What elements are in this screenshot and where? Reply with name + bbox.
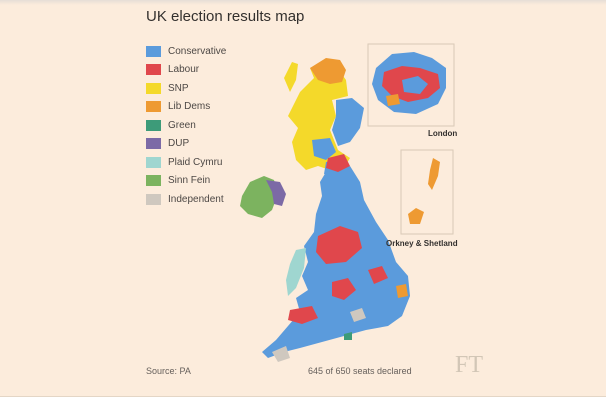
- legend-label: Independent: [168, 193, 224, 205]
- england-wales-region: [262, 154, 410, 362]
- london-inset: [367, 43, 455, 127]
- scotland-west-isles: [284, 62, 298, 92]
- ft-logo: FT: [455, 352, 484, 378]
- legend-label: Sinn Fein: [168, 175, 211, 187]
- south-wales-labour: [288, 306, 318, 324]
- east-labour: [368, 266, 388, 284]
- legend-swatch: [146, 119, 161, 131]
- legend-label: SNP: [168, 82, 189, 94]
- south-lib-dem: [396, 284, 408, 298]
- london-inset-label: London: [428, 129, 458, 138]
- legend-swatch: [146, 82, 161, 94]
- legend-label: Labour: [168, 64, 200, 76]
- legend-label: Green: [168, 119, 196, 131]
- top-edge: [0, 0, 606, 5]
- orkney-shetland-inset: [400, 149, 454, 235]
- scotland-highlands: [288, 62, 350, 170]
- northern-ireland-region: [240, 176, 286, 218]
- legend-item-plaid-cymru: Plaid Cymru: [146, 153, 226, 172]
- scotland-east-con: [332, 98, 364, 146]
- scotland-central-con: [312, 138, 336, 160]
- scotland-north-ld: [310, 58, 346, 84]
- legend-swatch: [146, 101, 161, 113]
- legend-item-snp: SNP: [146, 79, 226, 98]
- legend-item-independent: Independent: [146, 190, 226, 209]
- legend: Conservative Labour SNP Lib Dems Green D…: [146, 42, 226, 209]
- legend-swatch: [146, 64, 161, 76]
- ni-sinn-fein: [240, 176, 278, 218]
- seats-declared-text: 645 of 650 seats declared: [308, 366, 412, 376]
- legend-label: Lib Dems: [168, 101, 211, 113]
- legend-swatch: [146, 175, 161, 187]
- legend-item-labour: Labour: [146, 61, 226, 80]
- legend-swatch: [146, 156, 161, 168]
- legend-item-sinn-fein: Sinn Fein: [146, 172, 226, 191]
- legend-item-green: Green: [146, 116, 226, 135]
- cornwall-independent: [272, 346, 290, 362]
- legend-swatch: [146, 138, 161, 150]
- legend-label: DUP: [168, 138, 190, 150]
- source-text: Source: PA: [146, 366, 191, 376]
- isle-of-wight-green: [344, 332, 352, 340]
- legend-label: Conservative: [168, 45, 227, 57]
- london-center-con: [402, 76, 428, 94]
- north-east-labour: [326, 154, 350, 172]
- north-labour: [316, 226, 362, 264]
- midlands-labour: [332, 278, 356, 300]
- legend-label: Plaid Cymru: [168, 156, 223, 168]
- map-title: UK election results map: [146, 8, 305, 25]
- scotland-region: [284, 58, 364, 178]
- orkney-islands: [408, 208, 424, 224]
- ni-dup: [266, 180, 286, 206]
- legend-item-lib-dems: Lib Dems: [146, 98, 226, 117]
- wales-plaid: [286, 248, 306, 296]
- legend-item-conservative: Conservative: [146, 42, 226, 61]
- legend-swatch: [146, 45, 161, 57]
- london-ld-west: [386, 94, 400, 106]
- legend-item-dup: DUP: [146, 135, 226, 154]
- south-east-independent: [350, 308, 366, 322]
- orkney-inset-label: Orkney & Shetland: [386, 239, 458, 248]
- shetland-islands: [428, 158, 440, 190]
- legend-swatch: [146, 193, 161, 205]
